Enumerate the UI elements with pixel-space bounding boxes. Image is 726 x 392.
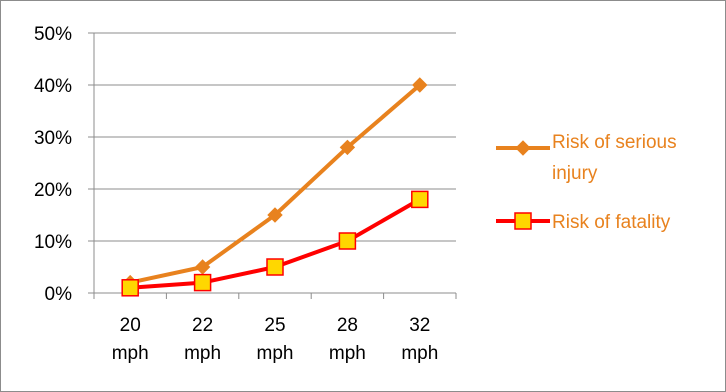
legend-diamond-marker [515,140,531,156]
legend-entry-1: Risk of fatality [496,212,671,233]
x-category-label: 22 mph [184,315,221,364]
legend-entry-0: Risk of serious injury [496,132,677,184]
x-axis-category-labels: 20 mph 22 mph 25 mph 28 mph 32 mph [112,315,439,364]
y-tick-label: 20% [34,180,72,201]
gridlines [94,32,456,242]
axes [88,32,457,299]
x-category-label: 28 mph [329,315,366,364]
square-marker [338,232,357,250]
x-category-label: 25 mph [257,315,294,364]
y-tick-label: 10% [34,232,72,253]
legend-label: Risk of serious injury [552,132,677,184]
legend-label: Risk of fatality [552,212,671,233]
y-tick-label: 40% [34,76,72,97]
diamond-marker [412,77,428,93]
series-1 [121,190,429,297]
square-marker [193,273,212,292]
legend-square-marker [514,212,532,230]
series-layer [121,77,429,297]
y-tick-label: 50% [34,24,72,45]
y-tick-label: 0% [45,284,73,305]
x-category-label: 32 mph [401,315,438,364]
diamond-marker [267,207,283,223]
x-category-label: 20 mph [112,315,149,364]
legend: Risk of serious injury Risk of fatality [496,132,677,233]
square-marker [411,190,429,209]
series-0 [122,77,428,291]
square-marker [121,279,139,297]
y-axis-tick-labels: 0% 10% 20% 30% 40% 50% [34,24,72,305]
series-line [129,83,422,285]
y-tick-label: 30% [34,128,72,149]
diamond-marker [339,139,356,156]
square-marker [266,258,284,276]
